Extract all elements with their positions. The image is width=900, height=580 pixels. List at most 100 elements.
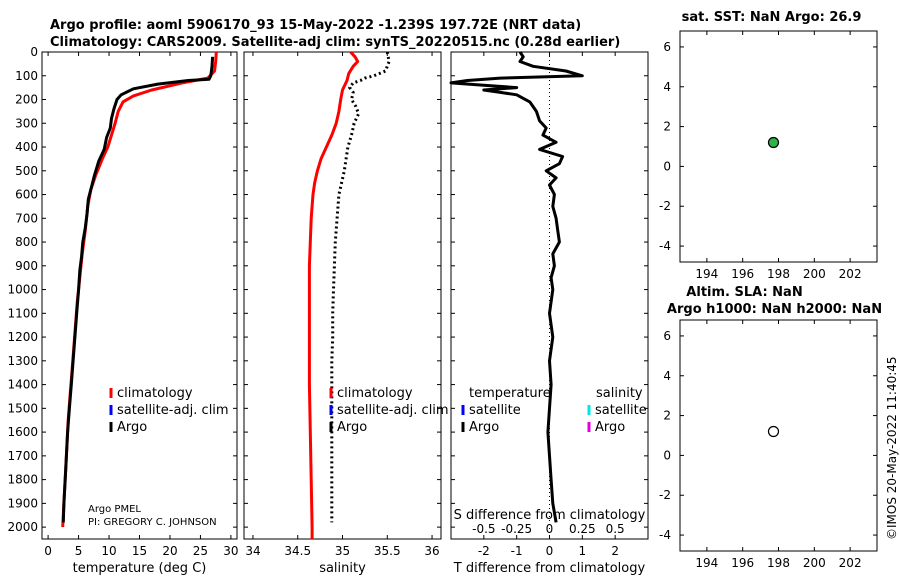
sst-xtick-label: 202 [839,267,862,281]
sla-axes-box [679,319,878,552]
sla-xtick-label: 198 [767,556,790,570]
diff-secondary-xtick-label: 0.5 [606,522,625,536]
depth-tick-label: 1400 [7,378,38,392]
depth-tick-label: 900 [15,259,38,273]
sst-xtick-label: 200 [803,267,826,281]
depth-tick-label: 1600 [7,425,38,439]
temperature-xtick-label: 30 [223,544,238,558]
difference-xtick-label: 0 [546,544,554,558]
temperature-xtick-label: 0 [44,544,52,558]
difference-xtick-label: 1 [579,544,587,558]
diff-legend-label-right: Argo [595,420,625,435]
difference-xtick-label: -2 [478,544,490,558]
depth-tick-label: 1700 [7,449,38,463]
difference-series-t-difference-argo [449,51,584,523]
depth-tick-label: 1500 [7,401,38,415]
sla-ytick-label: 2 [663,409,671,423]
temperature-panel: 0 5 10 15 20 25 300100200300400500600700800900… [7,45,238,576]
depth-tick-label: 2000 [7,520,38,534]
salinity-axes-box [243,51,442,540]
salinity-xtick-label: 36 [424,544,439,558]
temperature-xtick-label: 20 [162,544,177,558]
sst-axes-box [679,30,878,263]
salinity-legend-label: satellite-adj. clim [337,403,449,418]
diff-secondary-xtick-label: -0.25 [501,522,532,536]
depth-tick-label: 1800 [7,473,38,487]
sst-data-point [767,136,780,149]
salinity-legend-label: climatology [337,386,413,401]
depth-tick-label: 400 [15,140,38,154]
diff-legend-label-left: Argo [469,420,499,435]
salinity-xtick-label: 34 [245,544,260,558]
depth-tick-label: 600 [15,188,38,202]
diff-secondary-xtick-label: 0 [546,522,554,536]
sst-ytick-label: 0 [663,159,671,173]
diff-secondary-xtick-label: -0.5 [472,522,495,536]
difference-xlabel: T difference from climatology [453,561,646,576]
temperature-legend-label: Argo [117,420,147,435]
sla-panel: 194 196 198 200 202 -4 -2 0 2 4 6 Altim. SLA: NaN Ar… [659,285,882,570]
depth-tick-label: 700 [15,211,38,225]
timestamp-stamp: ©IMOS 20-May-2022 11:40:45 [885,356,899,540]
sla-ytick-label: -4 [659,528,671,542]
difference-xtick-label: -1 [511,544,523,558]
temperature-xtick-label: 5 [75,544,83,558]
sst-panel: 194 196 198 200 202 -4 -2 0 2 4 6 sat. SST: NaN Arg… [659,10,878,281]
title-line-2: Climatology: CARS2009. Satellite-adj cli… [50,35,620,50]
temperature-legend-label: climatology [117,386,193,401]
difference-panel: -2 -1 0 1 2 T difference from climatology [449,51,649,576]
temperature-axes-box [41,51,238,540]
sla-xtick-label: 200 [803,556,826,570]
depth-tick-label: 300 [15,116,38,130]
sla-title-line-2: Argo h1000: NaN h2000: NaN [667,302,882,317]
depth-tick-label: 1200 [7,330,38,344]
sst-ytick-label: 6 [663,40,671,54]
temperature-xlabel: temperature (deg C) [73,561,207,576]
salinity-legend-label: Argo [337,420,367,435]
temperature-series-argo [61,56,215,523]
sla-xtick-label: 194 [695,556,718,570]
depth-tick-label: 0 [30,45,38,59]
plot-area: 0 5 10 15 20 25 300100200300400500600700800900… [7,10,882,576]
sst-ytick-label: -4 [659,239,671,253]
temperature-xtick-label: 15 [132,544,147,558]
difference-xtick-label: 2 [611,544,619,558]
salinity-xtick-label: 34.5 [284,544,311,558]
sla-ytick-label: 6 [663,329,671,343]
sst-ytick-label: 2 [663,120,671,134]
sla-ytick-label: 4 [663,369,671,383]
title-line-1: Argo profile: aoml 5906170_93 15-May-202… [50,18,581,33]
sst-ytick-label: 4 [663,80,671,94]
depth-tick-label: 200 [15,93,38,107]
depth-tick-label: 500 [15,164,38,178]
depth-tick-label: 800 [15,235,38,249]
salinity-series-climatology [307,50,360,539]
temperature-xtick-label: 25 [193,544,208,558]
diff-legend-label-right: satellite [595,403,647,418]
diff-legend-title-salinity: salinity [596,386,643,401]
salinity-xtick-label: 35 [335,544,350,558]
salinity-xlabel: salinity [319,561,366,576]
sst-xtick-label: 194 [695,267,718,281]
diff-secondary-xlabel: S difference from climatology [454,508,646,523]
sla-xtick-label: 196 [731,556,754,570]
sst-ytick-label: -2 [659,199,671,213]
depth-tick-label: 1300 [7,354,38,368]
sla-ytick-label: 0 [663,448,671,462]
salinity-panel: 34 34.5 35 35.5 36 salinity [243,50,442,576]
sst-xtick-label: 198 [767,267,790,281]
salinity-xtick-label: 35.5 [374,544,401,558]
sla-xtick-label: 202 [839,556,862,570]
pi-annotation-line-1: Argo PMEL [88,504,141,515]
pi-annotation-line-2: PI: GREGORY C. JOHNSON [88,517,217,528]
diff-legend-label-left: satellite [469,403,521,418]
sst-title: sat. SST: NaN Argo: 26.9 [682,10,862,25]
depth-tick-label: 1000 [7,283,38,297]
depth-tick-label: 1100 [7,306,38,320]
temperature-xtick-label: 10 [101,544,116,558]
sla-data-point [767,425,780,438]
depth-tick-label: 1900 [7,496,38,510]
figure-titles: Argo profile: aoml 5906170_93 15-May-202… [50,18,620,50]
sla-ytick-label: -2 [659,488,671,502]
